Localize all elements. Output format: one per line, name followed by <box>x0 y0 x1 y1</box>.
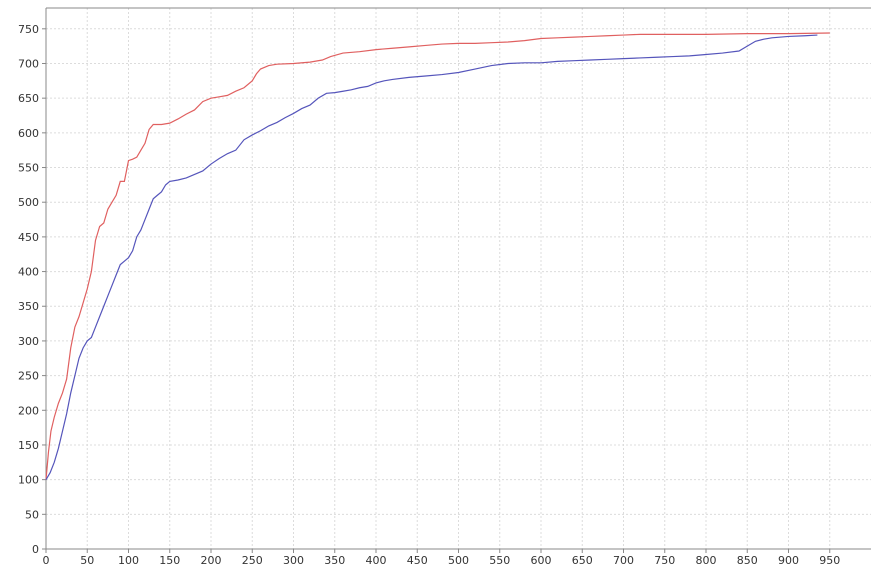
y-tick-label: 250 <box>18 370 39 383</box>
x-tick-label: 450 <box>407 554 428 567</box>
grid <box>46 8 871 549</box>
x-tick-label: 750 <box>654 554 675 567</box>
y-tick-label: 650 <box>18 92 39 105</box>
x-tick-label: 100 <box>118 554 139 567</box>
y-tick-label: 700 <box>18 57 39 70</box>
x-tick-label: 650 <box>572 554 593 567</box>
y-tick-label: 450 <box>18 231 39 244</box>
x-tick-label: 400 <box>366 554 387 567</box>
y-tick-label: 50 <box>25 508 39 521</box>
y-tick-label: 750 <box>18 23 39 36</box>
x-tick-label: 500 <box>448 554 469 567</box>
x-tick-label: 150 <box>159 554 180 567</box>
x-tick-label: 850 <box>737 554 758 567</box>
series-line-2 <box>45 34 818 480</box>
y-tick-label: 350 <box>18 300 39 313</box>
x-tick-label: 800 <box>696 554 717 567</box>
axes: 0501001502002503003504004505005506006507… <box>18 7 871 567</box>
x-tick-label: 350 <box>324 554 345 567</box>
x-tick-label: 200 <box>201 554 222 567</box>
x-tick-label: 950 <box>819 554 840 567</box>
x-tick-label: 50 <box>80 554 94 567</box>
x-tick-label: 550 <box>489 554 510 567</box>
y-tick-label: 600 <box>18 127 39 140</box>
x-tick-label: 250 <box>242 554 263 567</box>
series-line-1 <box>45 32 830 480</box>
x-tick-label: 0 <box>43 554 50 567</box>
x-tick-label: 300 <box>283 554 304 567</box>
y-tick-label: 400 <box>18 266 39 279</box>
y-tick-label: 150 <box>18 439 39 452</box>
y-tick-label: 200 <box>18 404 39 417</box>
y-tick-label: 300 <box>18 335 39 348</box>
x-tick-label: 700 <box>613 554 634 567</box>
y-tick-label: 550 <box>18 162 39 175</box>
x-tick-label: 900 <box>778 554 799 567</box>
y-tick-label: 500 <box>18 196 39 209</box>
x-tick-label: 600 <box>531 554 552 567</box>
y-tick-label: 100 <box>18 474 39 487</box>
y-tick-label: 0 <box>32 543 39 556</box>
series-layer <box>45 32 830 480</box>
